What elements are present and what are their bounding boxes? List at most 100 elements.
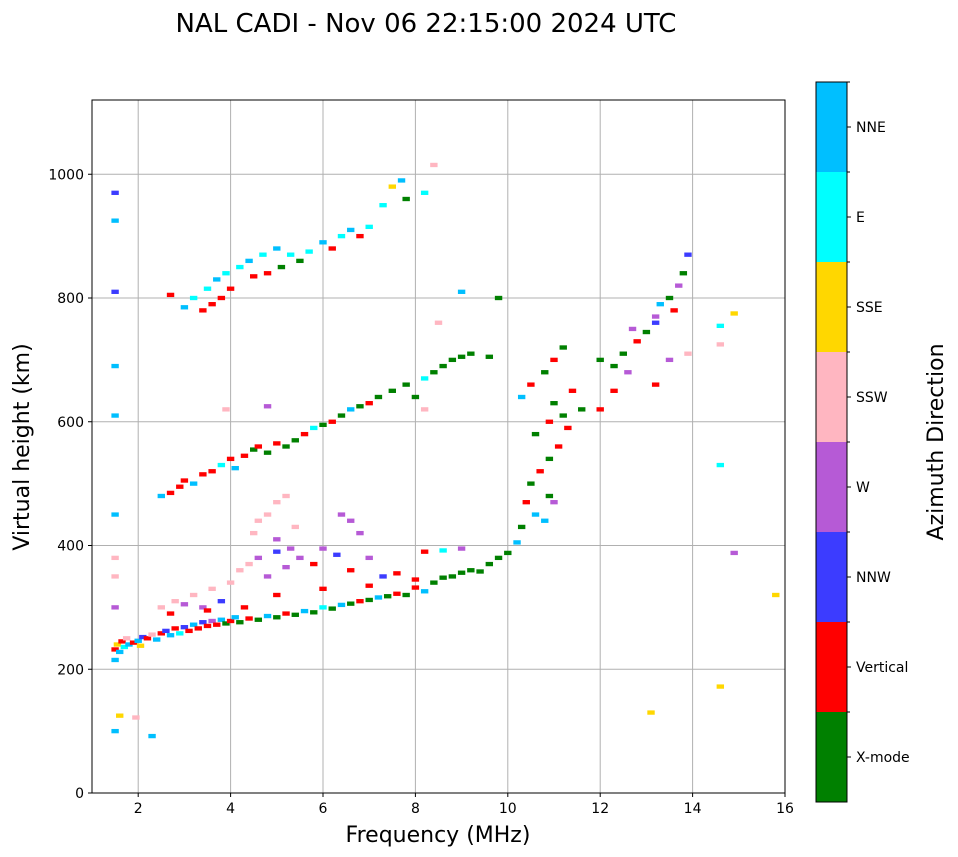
- x-tick-label: 14: [684, 801, 702, 817]
- data-point-x-mode: [619, 351, 627, 356]
- data-point-x-mode: [457, 354, 466, 359]
- data-point-ssw: [122, 636, 131, 641]
- data-point-w: [665, 357, 674, 363]
- data-point-x-mode: [448, 357, 457, 363]
- x-axis-ticks: 2 4 6 8 10 12 14 16: [134, 793, 794, 817]
- data-point-w: [263, 574, 272, 579]
- data-point-e: [716, 323, 725, 329]
- data-point-nne: [231, 465, 239, 471]
- data-point-x-mode: [578, 407, 586, 412]
- data-point-w: [273, 537, 281, 542]
- data-point-nne: [189, 481, 198, 486]
- data-point-nne: [111, 363, 119, 369]
- data-point-vertical: [393, 591, 401, 596]
- data-point-nnw: [111, 190, 119, 195]
- colorbar: X-mode Vertical NNW W SSW SSE E NNE: [815, 81, 910, 803]
- data-point-vertical: [176, 484, 184, 489]
- data-point-x-mode: [596, 357, 604, 363]
- colorbar-tick-label: SSE: [856, 300, 883, 316]
- data-point-ssw: [716, 342, 725, 347]
- data-point-vertical: [254, 444, 263, 449]
- x-tick-label: 6: [319, 801, 328, 817]
- x-tick-label: 2: [134, 801, 143, 817]
- data-point-vertical: [166, 292, 175, 298]
- data-point-e: [310, 425, 318, 431]
- data-point-w: [730, 550, 738, 556]
- data-point-x-mode: [679, 271, 688, 276]
- data-point-vertical: [203, 623, 212, 629]
- data-point-e: [176, 631, 184, 636]
- chart-title: NAL CADI - Nov 06 22:15:00 2024 UTC: [176, 9, 677, 39]
- data-point-nnw: [684, 252, 692, 257]
- data-point-nnw: [111, 289, 119, 294]
- data-point-vertical: [411, 585, 420, 590]
- data-point-vertical: [550, 357, 558, 363]
- data-point-nne: [189, 622, 198, 627]
- data-point-ssw: [226, 580, 235, 585]
- data-point-vertical: [273, 441, 281, 446]
- data-point-x-mode: [485, 561, 494, 567]
- data-point-e: [203, 286, 212, 291]
- data-point-vertical: [250, 274, 258, 279]
- data-point-x-mode: [383, 594, 392, 599]
- data-point-x-mode: [222, 621, 230, 626]
- data-point-x-mode: [296, 258, 304, 264]
- data-point-nnw: [162, 628, 170, 634]
- data-point-sse: [647, 710, 655, 715]
- data-point-x-mode: [504, 550, 512, 556]
- data-point-vertical: [129, 640, 138, 645]
- data-point-x-mode: [430, 580, 438, 585]
- data-point-w: [550, 500, 558, 505]
- data-point-x-mode: [273, 615, 281, 620]
- data-point-nnw: [139, 634, 147, 640]
- data-point-vertical: [300, 431, 309, 437]
- data-point-x-mode: [550, 401, 558, 406]
- data-point-x-mode: [665, 295, 674, 301]
- data-point-x-mode: [439, 363, 447, 369]
- data-point-vertical: [411, 577, 420, 582]
- x-tick-label: 8: [411, 801, 420, 817]
- data-point-x-mode: [494, 295, 503, 301]
- data-point-nne: [125, 642, 133, 647]
- data-point-x-mode: [517, 524, 526, 530]
- data-point-nnw: [379, 574, 387, 579]
- data-point-nne: [148, 733, 156, 739]
- data-point-w: [628, 326, 637, 332]
- data-point-ssw: [111, 555, 119, 561]
- data-point-x-mode: [559, 413, 567, 418]
- data-point-x-mode: [527, 481, 535, 486]
- data-point-e: [236, 264, 244, 270]
- data-point-sse: [388, 184, 396, 189]
- data-point-e: [259, 252, 267, 257]
- data-point-nnw: [333, 552, 341, 557]
- data-point-x-mode: [337, 413, 346, 418]
- data-point-vertical: [194, 626, 202, 631]
- data-point-vertical: [240, 453, 249, 458]
- y-axis-ticks: 0 200 400 600 800 1000: [48, 167, 92, 802]
- data-point-x-mode: [356, 404, 364, 409]
- data-point-e: [319, 605, 327, 610]
- data-point-e: [420, 376, 429, 381]
- colorbar-tick-label: SSW: [856, 390, 888, 406]
- data-point-nne: [517, 394, 526, 400]
- data-point-vertical: [651, 382, 660, 387]
- data-point-vertical: [282, 611, 290, 616]
- y-tick-label: 400: [57, 539, 84, 555]
- data-point-vertical: [568, 388, 577, 393]
- data-point-w: [254, 555, 263, 561]
- data-point-vertical: [208, 302, 216, 307]
- data-point-x-mode: [541, 370, 549, 375]
- data-point-x-mode: [277, 264, 286, 270]
- data-point-ssw: [420, 407, 429, 412]
- data-point-x-mode: [347, 601, 355, 606]
- data-point-ssw: [222, 407, 230, 412]
- data-point-vertical: [347, 568, 355, 573]
- data-point-vertical: [226, 286, 235, 291]
- data-point-nnw: [273, 549, 281, 554]
- plot-frame: [91, 99, 786, 794]
- data-point-e: [365, 224, 373, 230]
- data-point-vertical: [118, 639, 126, 644]
- x-tick-label: 16: [776, 801, 794, 817]
- colorbar-tick-label: NNE: [856, 120, 886, 136]
- data-point-x-mode: [263, 450, 272, 455]
